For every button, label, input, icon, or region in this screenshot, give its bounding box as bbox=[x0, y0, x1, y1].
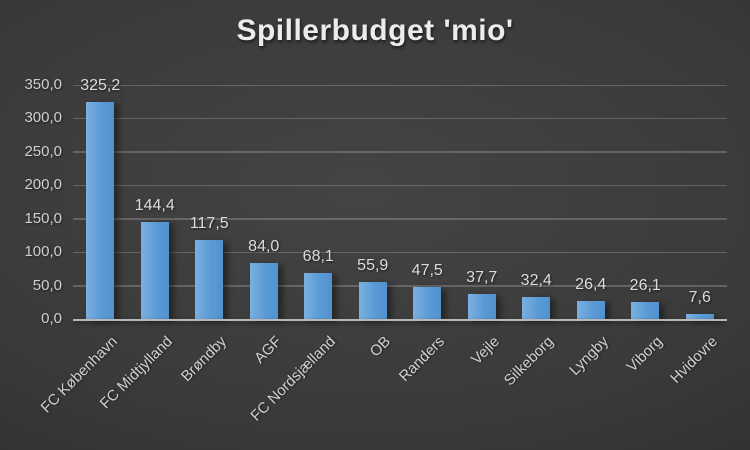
bar bbox=[358, 281, 387, 319]
y-axis-label: 250,0 bbox=[24, 142, 62, 160]
bar bbox=[304, 273, 333, 319]
gridline bbox=[73, 151, 727, 153]
bar-value-label: 117,5 bbox=[189, 215, 229, 233]
bar-value-label: 84,0 bbox=[248, 237, 280, 255]
bar-value-label: 26,4 bbox=[575, 276, 607, 294]
bar bbox=[467, 293, 496, 319]
bar-value-label: 47,5 bbox=[411, 262, 443, 280]
y-axis-label: 300,0 bbox=[24, 109, 62, 127]
gridline bbox=[73, 84, 727, 86]
bar bbox=[522, 297, 551, 319]
bar bbox=[140, 222, 169, 319]
gridline bbox=[73, 218, 727, 220]
bar-value-label: 144,4 bbox=[134, 197, 175, 215]
bar-value-label: 37,7 bbox=[466, 268, 498, 286]
bar-value-label: 32,4 bbox=[520, 272, 552, 290]
bar bbox=[576, 301, 605, 319]
bar bbox=[195, 240, 224, 319]
x-axis-label: Vejle bbox=[467, 333, 503, 369]
x-axis-label: Lyngby bbox=[565, 333, 612, 379]
gridline bbox=[73, 285, 727, 287]
y-axis-label: 150,0 bbox=[24, 209, 62, 227]
bar-value-label: 7,6 bbox=[688, 288, 711, 306]
x-axis-label: Hvidovre bbox=[666, 333, 721, 387]
bar bbox=[685, 313, 714, 319]
bar-value-label: 55,9 bbox=[357, 256, 389, 274]
x-axis-label: Silkeborg bbox=[501, 333, 558, 390]
x-axis-label: Viborg bbox=[623, 333, 667, 376]
y-axis-label: 200,0 bbox=[24, 176, 62, 194]
bar bbox=[86, 101, 115, 319]
y-axis-label: 50,0 bbox=[32, 276, 62, 294]
x-axis-line bbox=[73, 318, 727, 321]
chart-title: Spillerbudget 'mio' bbox=[236, 14, 514, 47]
bar bbox=[249, 262, 278, 319]
y-axis-label: 100,0 bbox=[24, 243, 62, 261]
gridline bbox=[73, 184, 727, 187]
bar-value-label: 325,2 bbox=[80, 76, 121, 94]
x-axis-label: Randers bbox=[396, 333, 449, 386]
x-axis-label: OB bbox=[366, 333, 394, 361]
x-axis-label: AGF bbox=[250, 333, 285, 367]
bar-value-label: 26,1 bbox=[629, 276, 661, 294]
bar bbox=[413, 287, 442, 319]
y-axis-label: 0,0 bbox=[41, 310, 62, 327]
x-axis-label: Brøndby bbox=[178, 333, 231, 386]
bar bbox=[631, 301, 660, 319]
gridline bbox=[73, 251, 727, 254]
y-axis-label: 350,0 bbox=[24, 76, 62, 93]
gridline bbox=[73, 117, 727, 120]
bar-value-label: 68,1 bbox=[302, 248, 334, 266]
